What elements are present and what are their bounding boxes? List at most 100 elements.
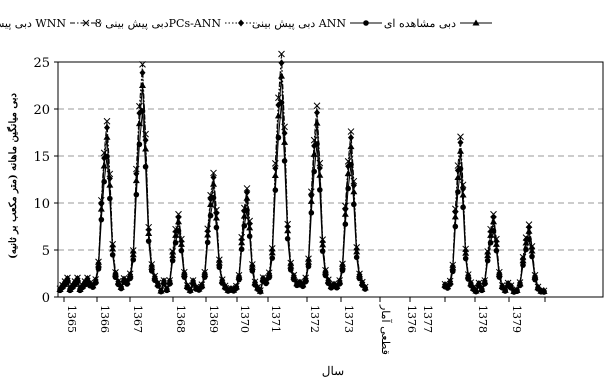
ann-point: [284, 235, 291, 242]
wnn-point: [278, 50, 285, 58]
wnn-point: [307, 188, 315, 196]
wnn-point: [302, 274, 310, 282]
wnn-point: [498, 282, 506, 289]
pcs-ann-point: [106, 174, 113, 182]
wnn-point: [175, 210, 182, 218]
wnn-point: [61, 278, 69, 285]
x-tick-label: 1368: [174, 305, 187, 333]
ann-point: [484, 257, 491, 264]
wnn-point: [336, 277, 344, 284]
wnn-point: [195, 284, 203, 292]
series-line: [444, 136, 545, 292]
observed-point: [212, 214, 220, 221]
y-tick-label: 5: [42, 244, 50, 259]
ann-point: [169, 257, 176, 264]
wnn-point: [120, 275, 128, 282]
x-tick-label: 1373: [342, 305, 355, 333]
wnn-point: [451, 205, 459, 213]
pcs-ann-point: [311, 142, 318, 150]
wnn-point: [232, 282, 240, 290]
wnn-point: [350, 177, 358, 185]
wnn-point: [112, 269, 119, 276]
wnn-point: [64, 274, 71, 282]
wnn-point: [84, 274, 91, 282]
ann-point: [238, 246, 245, 253]
ann-point: [272, 187, 279, 193]
wnn-point: [163, 285, 171, 293]
wnn-point: [281, 123, 288, 131]
x-axis-label: سال: [322, 364, 344, 378]
wnn-point: [271, 160, 279, 167]
wnn-point: [449, 261, 457, 269]
wnn-point: [129, 247, 137, 254]
wnn-point: [100, 149, 108, 157]
wnn-point: [531, 271, 539, 279]
ann-point: [351, 201, 357, 208]
wnn-point: [519, 253, 527, 261]
wnn-point: [540, 287, 548, 295]
wnn-point: [169, 248, 177, 255]
pcs-ann-point: [101, 154, 108, 162]
wnn-point: [256, 287, 264, 294]
wnn-point: [462, 245, 470, 253]
pcs-ann-point: [281, 129, 288, 137]
observed-point: [313, 119, 321, 126]
wnn-point: [268, 245, 276, 252]
wnn-point: [97, 196, 105, 204]
y-tick-label: 25: [33, 56, 50, 71]
ann-point: [342, 221, 349, 228]
wnn-point: [339, 260, 346, 268]
pcs-ann-point: [95, 259, 102, 267]
wnn-point: [126, 270, 134, 278]
y-tick-label: 0: [42, 291, 50, 306]
pcs-ann-point: [348, 134, 354, 142]
ann-point: [287, 266, 294, 273]
wnn-point: [454, 162, 462, 169]
observed-point: [472, 19, 480, 26]
wnn-point: [74, 274, 81, 282]
x-tick-label: قطعی آمار: [379, 304, 392, 355]
ann-point: [305, 263, 312, 270]
wnn-point: [246, 217, 254, 225]
wnn-point: [218, 276, 226, 283]
wnn-point: [487, 225, 494, 233]
wnn-point: [353, 244, 361, 251]
wnn-point: [204, 225, 212, 233]
ann-point: [178, 247, 185, 254]
pcs-ann-point: [493, 237, 500, 245]
wnn-point: [172, 225, 179, 233]
wnn-point: [243, 185, 251, 192]
observed-point: [281, 138, 289, 145]
wnn-point: [183, 282, 191, 289]
wnn-point: [66, 285, 74, 293]
wnn-point: [154, 279, 162, 287]
wnn-point: [324, 276, 332, 284]
pcs-ann-point: [136, 109, 143, 117]
y-tick-label: 15: [33, 150, 50, 165]
wnn-point: [221, 282, 229, 290]
pcs-ann-point: [238, 19, 244, 27]
wnn-point: [478, 285, 486, 293]
ann-point: [95, 266, 102, 272]
wnn-point: [296, 278, 304, 286]
series-layer: [56, 50, 548, 295]
x-tick-label: 1376: [405, 305, 418, 333]
axes: 0 5 10 15 20 25 1365 1366 1367 1368 1369 1370 1371 13…: [33, 56, 604, 355]
wnn-point: [284, 220, 292, 228]
wnn-point: [198, 281, 206, 288]
wnn-point: [59, 281, 66, 289]
observed-point: [210, 180, 217, 187]
ann-point: [246, 233, 253, 240]
pcs-ann-point: [319, 238, 326, 246]
wnn-point: [79, 281, 86, 289]
x-tick-label: 1377: [421, 305, 434, 333]
wnn-point: [275, 94, 282, 102]
x-tick-label: 1372: [308, 305, 321, 333]
y-tick-label: 20: [33, 103, 50, 118]
wnn-point: [361, 283, 369, 291]
ann-point: [449, 268, 456, 275]
ann-point: [520, 262, 526, 268]
wnn-point: [215, 256, 223, 264]
x-tick-label: 1367: [131, 305, 144, 333]
